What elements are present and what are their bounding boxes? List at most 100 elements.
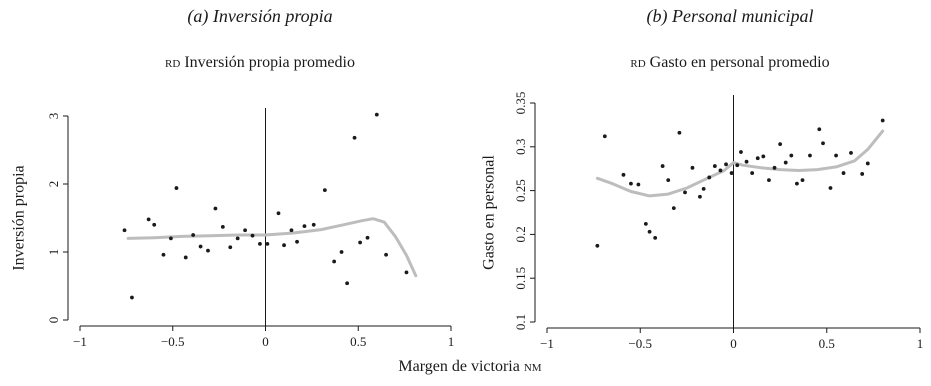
panel-a-data-point xyxy=(183,255,188,260)
panel-b-data-point xyxy=(778,142,783,147)
panel-a-data-point xyxy=(220,224,225,229)
panel-a-data-point xyxy=(374,112,379,117)
panel-b-y-tick-label: 0.15 xyxy=(513,267,528,290)
panel-b-x-tick-label: 0 xyxy=(730,336,737,351)
panel-b-data-point xyxy=(795,181,799,186)
panel-b-plot: −1 −0.5 0 0.5 1 0.1 0.15 0.2 0.25 0.3 0.35 Gasto en… xyxy=(481,92,924,351)
panel-b-data-point xyxy=(698,194,702,199)
panel-a-x-tick-label: 0.5 xyxy=(350,334,366,349)
panel-a-data-point xyxy=(365,235,370,240)
panel-b-y-tick-label: 0.35 xyxy=(513,92,528,115)
panel-a-data-point xyxy=(213,206,218,211)
panel-b-data-point xyxy=(849,151,853,155)
panel-a-data-point xyxy=(122,228,127,233)
panel-b-data-point xyxy=(800,178,805,182)
panel-b-data-point xyxy=(880,118,885,123)
panel-a-data-point xyxy=(235,236,240,241)
panel-a-title: (a) Inversión propia xyxy=(187,6,333,26)
panel-b-subtitle: rd Gasto en personal promedio xyxy=(530,54,930,72)
panel-a-data-point xyxy=(358,240,363,245)
panel-a-data-point xyxy=(332,259,337,264)
panel-a-data-point xyxy=(174,186,179,190)
panel-a-y-tick-label: 2 xyxy=(46,181,61,188)
panel-b-data-point xyxy=(707,175,712,180)
panel-a-data-point xyxy=(282,243,286,248)
panel-a-data-point xyxy=(295,239,299,244)
panel-b-data-point xyxy=(729,171,734,175)
panel-a-x-tick-label: −0.5 xyxy=(161,334,185,349)
panel-a-x-tick-label: −1 xyxy=(73,334,87,349)
panel-b-data-point xyxy=(643,221,648,226)
shared-x-axis-label: Margen de victoria nm xyxy=(280,358,660,376)
panel-a-data-point xyxy=(302,224,307,229)
panel-b-data-point xyxy=(690,165,695,170)
panel-a-data-point xyxy=(352,135,357,140)
panel-b-data-point xyxy=(865,161,870,166)
panel-b-data-point xyxy=(755,156,760,161)
panel-b-data-point xyxy=(789,153,794,158)
panel-a-data-point xyxy=(265,241,270,246)
panel-b-data-point xyxy=(683,190,687,195)
panel-a-data-point xyxy=(168,236,173,241)
panel-b-data-point xyxy=(724,162,728,167)
panel-b-y-axis-label: Gasto en personal xyxy=(481,155,498,270)
panel-b-subtitle-prefix: rd xyxy=(630,54,646,71)
panel-a-data-point xyxy=(384,252,388,257)
panel-a-data-point xyxy=(198,244,203,249)
panel-b-data-point xyxy=(602,134,607,139)
panel-b-data-point xyxy=(677,130,682,135)
panel-b-data-point xyxy=(860,172,865,176)
panel-a-data-point xyxy=(276,211,281,216)
panel-a-subtitle-text: Inversión propia promedio xyxy=(184,54,355,71)
panel-a-data-point xyxy=(250,233,255,238)
panel-b-data-point xyxy=(660,164,665,168)
panel-b-data-point xyxy=(808,153,812,158)
panel-a-y-tick-label: 3 xyxy=(46,113,61,120)
panel-b-y-tick-label: 0.3 xyxy=(513,139,528,155)
panel-b-subtitle-text: Gasto en personal promedio xyxy=(649,54,830,71)
panel-b-data-point xyxy=(647,229,652,234)
panel-a-y-tick-label: 1 xyxy=(46,249,61,256)
panel-a-y-axis-label: Inversión propia xyxy=(11,165,28,270)
panel-b-data-point xyxy=(772,165,777,170)
panel-a-data-point xyxy=(243,228,247,233)
panel-a-x-tick-label: 0 xyxy=(262,334,269,349)
panel-b-data-point xyxy=(783,160,788,165)
panel-b-fit-curve xyxy=(595,129,885,198)
panel-b-data-point xyxy=(629,181,633,186)
panel-b-data-point xyxy=(761,154,766,159)
panel-b-data-point xyxy=(750,171,755,175)
panel-b-data-point xyxy=(636,182,641,187)
panel-b-title: (b) Personal municipal xyxy=(646,6,814,26)
panel-b-data-point xyxy=(595,243,600,248)
panel-a-data-point xyxy=(404,270,409,275)
panel-b-data-point xyxy=(718,168,723,173)
panel-b-data-point xyxy=(671,206,676,211)
panel-b-x-tick-label: −0.5 xyxy=(628,336,652,351)
panel-a-data-point xyxy=(146,217,151,222)
panel-b-data-point xyxy=(821,141,825,146)
panel-a-data-point xyxy=(130,295,134,300)
panel-b-data-point xyxy=(817,127,822,132)
panel-a-data-point xyxy=(161,252,166,257)
panel-b-data-point xyxy=(767,178,771,182)
panel-a-data-point xyxy=(191,233,196,237)
panel-a-data-point xyxy=(322,188,327,193)
panel-b-y-tick-label: 0.1 xyxy=(513,314,528,330)
panel-a-data-point xyxy=(345,281,350,286)
panel-b-x-tick-label: 0.5 xyxy=(819,336,835,351)
panel-b-data-point xyxy=(701,186,706,191)
panel-b-y-tick-label: 0.25 xyxy=(513,179,528,202)
panel-a-fit-curve xyxy=(126,217,418,278)
panel-b-x-tick-label: 1 xyxy=(917,336,924,351)
panel-b-data-point xyxy=(653,236,658,240)
panel-b-data-point xyxy=(739,150,743,154)
panel-b-data-point xyxy=(841,171,846,175)
panel-a-y-tick-label: 0 xyxy=(46,317,61,324)
panel-b-data-point xyxy=(621,172,626,177)
panel-b-data-point xyxy=(712,164,717,168)
x-axis-label-text: Margen de victoria xyxy=(398,358,520,375)
panel-a-data-point xyxy=(258,241,262,246)
